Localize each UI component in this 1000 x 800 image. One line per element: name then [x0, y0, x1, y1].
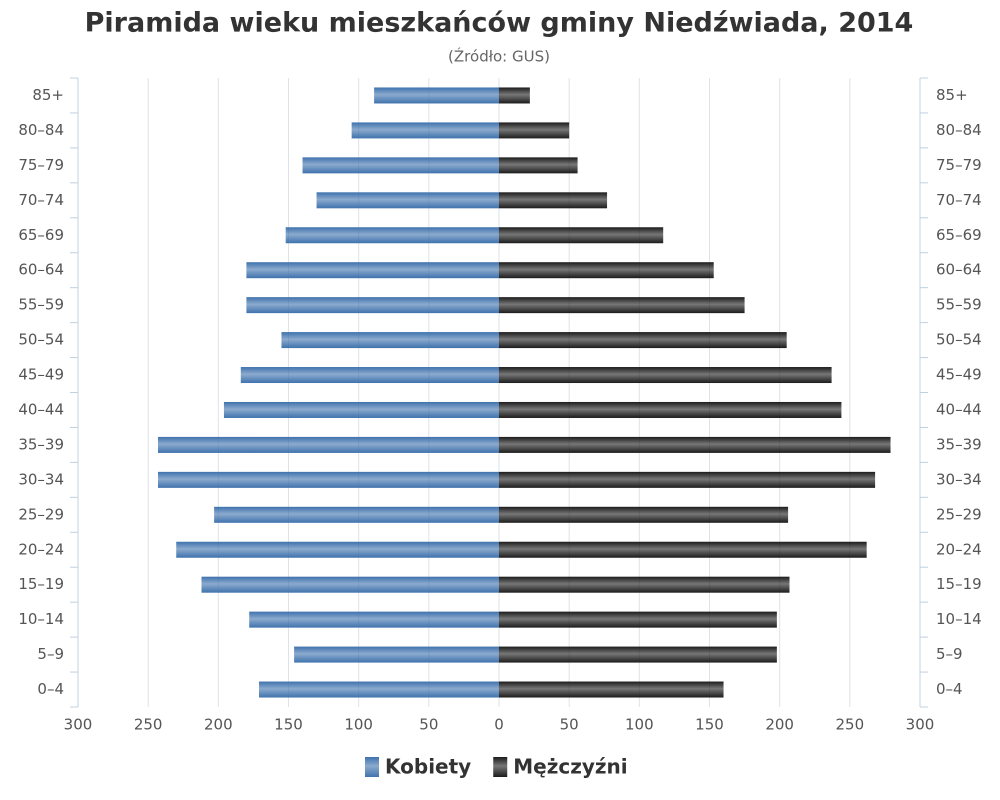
x-tick-label: 250: [134, 716, 163, 734]
y-tick-label: 0–4: [37, 680, 64, 698]
bar: [302, 157, 499, 174]
bar: [259, 681, 499, 698]
chart-subtitle: (Źródło: GUS): [448, 47, 550, 66]
x-tick-label: 0: [494, 716, 504, 734]
bar: [281, 332, 499, 349]
y-tick-label: 50–54: [18, 331, 64, 349]
y-tick-label: 5–9: [936, 645, 963, 663]
bar: [249, 611, 499, 628]
x-tick-label: 300: [906, 716, 935, 734]
bar: [499, 297, 745, 314]
y-tick-label: 20–24: [18, 540, 64, 558]
x-tick-label: 250: [836, 716, 865, 734]
y-tick-label: 25–29: [18, 505, 64, 523]
bar: [374, 87, 499, 104]
bar: [499, 332, 787, 349]
y-tick-label: 35–39: [936, 435, 982, 453]
legend-label: Kobiety: [385, 755, 471, 779]
bar: [351, 122, 499, 139]
bar: [499, 436, 891, 453]
bar: [499, 367, 832, 384]
y-tick-label: 85+: [32, 86, 64, 104]
bar: [176, 541, 499, 558]
y-tick-label: 75–79: [18, 156, 64, 174]
y-tick-label: 40–44: [18, 400, 64, 418]
y-tick-label: 70–74: [936, 191, 982, 209]
y-tick-label: 40–44: [936, 400, 982, 418]
y-tick-label: 55–59: [18, 296, 64, 314]
x-tick-label: 150: [695, 716, 724, 734]
bar: [157, 471, 500, 488]
y-tick-label: 60–64: [936, 261, 982, 279]
y-tick-label: 15–19: [18, 575, 64, 593]
y-tick-label: 15–19: [936, 575, 982, 593]
bar: [223, 401, 500, 418]
bar: [499, 681, 724, 698]
bar: [294, 646, 499, 663]
bar: [499, 576, 790, 593]
bar: [499, 471, 876, 488]
y-tick-label: 20–24: [936, 540, 982, 558]
bar: [499, 122, 570, 139]
bar: [316, 192, 499, 209]
y-tick-label: 85+: [936, 86, 968, 104]
y-tick-label: 30–34: [936, 470, 982, 488]
bar: [246, 297, 499, 314]
y-tick-label: 45–49: [18, 366, 64, 384]
y-tick-label: 65–69: [18, 226, 64, 244]
bar: [285, 227, 499, 244]
bar: [499, 192, 608, 209]
bar: [499, 157, 578, 174]
x-tick-label: 200: [204, 716, 233, 734]
chart-title: Piramida wieku mieszkańców gminy Niedźwi…: [85, 8, 914, 39]
y-tick-label: 5–9: [37, 645, 64, 663]
x-tick-label: 300: [64, 716, 93, 734]
y-tick-label: 30–34: [18, 470, 64, 488]
y-tick-label: 80–84: [18, 121, 64, 139]
bar: [214, 506, 499, 523]
y-tick-label: 25–29: [936, 505, 982, 523]
y-tick-label: 45–49: [936, 366, 982, 384]
bar: [240, 367, 499, 384]
bar: [499, 262, 714, 279]
y-tick-label: 10–14: [936, 610, 982, 628]
y-tick-label: 10–14: [18, 610, 64, 628]
bar: [499, 227, 664, 244]
y-tick-label: 35–39: [18, 435, 64, 453]
bar: [499, 506, 789, 523]
x-tick-label: 100: [625, 716, 654, 734]
bar: [499, 611, 777, 628]
y-tick-label: 0–4: [936, 680, 963, 698]
y-tick-label: 55–59: [936, 296, 982, 314]
bar: [499, 541, 867, 558]
bar: [201, 576, 499, 593]
x-tick-label: 50: [419, 716, 438, 734]
bar: [246, 262, 499, 279]
bar: [499, 401, 842, 418]
legend-swatch: [365, 757, 379, 777]
y-tick-label: 50–54: [936, 331, 982, 349]
y-tick-label: 80–84: [936, 121, 982, 139]
bar: [157, 436, 500, 453]
x-tick-label: 200: [765, 716, 794, 734]
bar: [499, 87, 530, 104]
y-tick-label: 65–69: [936, 226, 982, 244]
y-tick-label: 70–74: [18, 191, 64, 209]
bar: [499, 646, 777, 663]
y-tick-label: 75–79: [936, 156, 982, 174]
legend-label: Mężczyźni: [513, 755, 627, 779]
x-tick-label: 50: [560, 716, 579, 734]
x-tick-label: 100: [344, 716, 373, 734]
x-tick-label: 150: [274, 716, 303, 734]
y-tick-label: 60–64: [18, 261, 64, 279]
legend-swatch: [493, 757, 508, 777]
